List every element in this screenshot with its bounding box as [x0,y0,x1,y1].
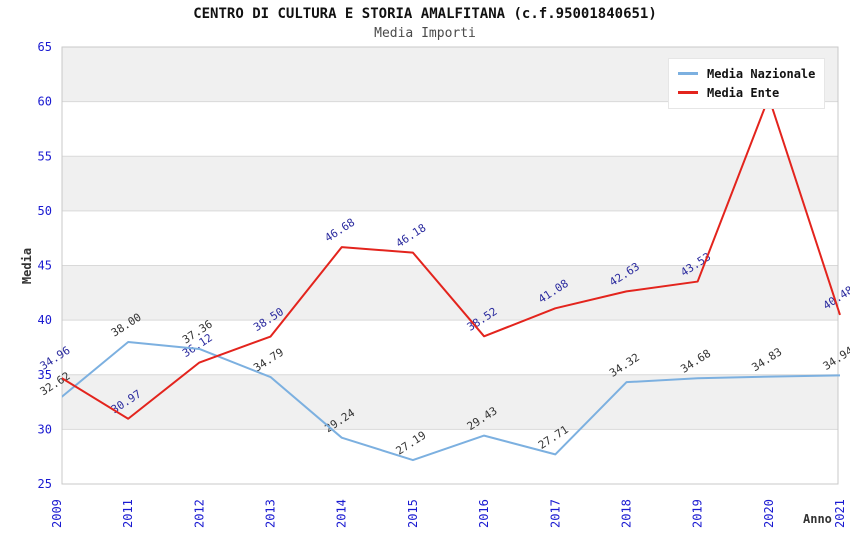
x-tick-label: 2020 [762,499,776,528]
x-tick-label: 2012 [192,499,206,528]
plot-band [62,374,838,430]
x-tick-label: 2018 [619,499,633,528]
y-tick-label: 55 [38,149,52,163]
y-tick-label: 30 [38,422,52,436]
x-tick-label: 2016 [477,499,491,528]
legend: Media Nazionale Media Ente [668,58,826,109]
x-tick-label: 2021 [833,499,847,528]
line-media-nazionale [62,340,841,462]
x-tick-label: 2011 [121,499,135,528]
legend-label: Media Nazionale [707,66,816,81]
y-tick-label: 45 [38,259,52,273]
x-tick-label: 2013 [264,499,278,528]
y-tick-label: 40 [38,313,52,327]
x-tick-label: 2014 [335,499,349,528]
y-tick-label: 65 [38,40,52,54]
legend-item-media-ente[interactable]: Media Ente [678,83,815,102]
x-tick-label: 2009 [50,499,64,528]
plot-band [62,429,838,484]
legend-item-media-nazionale[interactable]: Media Nazionale [678,64,815,83]
x-tick-label: 2019 [691,499,705,528]
plot-band [62,265,838,321]
plot-band [62,101,838,157]
plot-band [62,210,838,266]
legend-label: Media Ente [707,85,780,100]
x-axis-title: Anno [803,512,832,526]
y-tick-label: 35 [38,368,52,382]
chart-title: CENTRO DI CULTURA E STORIA AMALFITANA (c… [193,6,657,22]
x-tick-label: 2015 [406,499,420,528]
y-tick-label: 50 [38,204,52,218]
line-media-ente [62,96,841,420]
plot-border [61,46,839,485]
media-nazionale-line-swatch [678,72,698,75]
y-axis-title: Media [20,247,35,285]
media-ente-line-swatch [678,91,698,94]
y-tick-label: 25 [38,477,52,491]
x-tick-label: 2017 [548,499,562,528]
chart-subtitle: Media Importi [374,26,476,41]
y-tick-label: 60 [38,95,52,109]
plot-band [62,156,838,211]
